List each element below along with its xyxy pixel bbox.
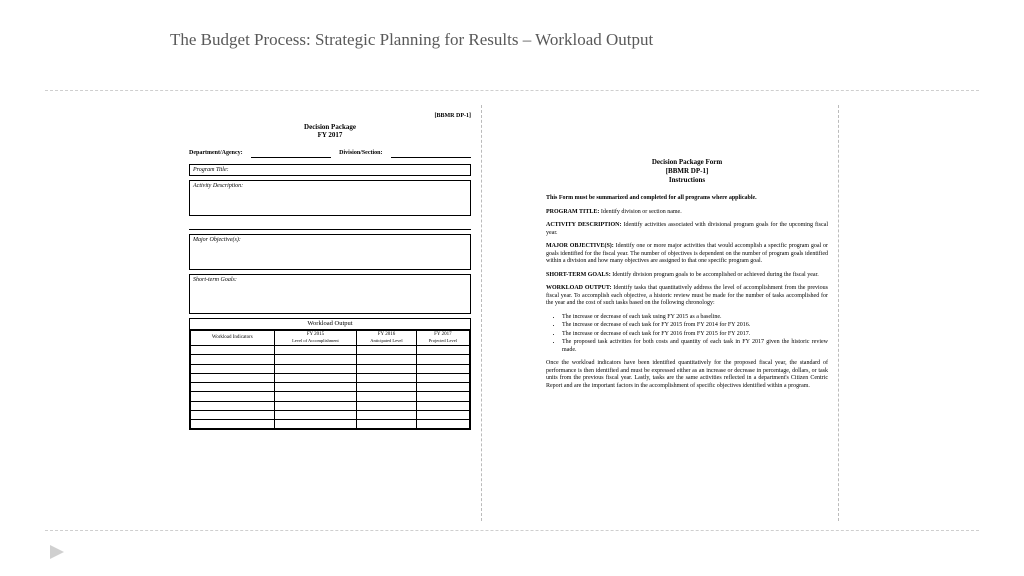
table-header-row: Workload Indicators FY 2015Level of Acco… (191, 331, 470, 346)
major-obj-label: Major Objective(s): (193, 237, 241, 243)
short-goals-box: Short-term Goals: (189, 274, 471, 314)
instr-bullet: The increase or decrease of each task fo… (562, 331, 828, 339)
instr-header-l3: Instructions (546, 176, 828, 185)
workload-section: Workload Output Workload Indicators FY 2… (189, 318, 471, 430)
instr-p5: WORKLOAD OUTPUT: Identify tasks that qua… (546, 285, 828, 308)
major-obj-box: Major Objective(s): (189, 234, 471, 270)
instr-intro: This Form must be summarized and complet… (546, 195, 828, 203)
instr-p3: MAJOR OBJECTIVE(S): Identify one or more… (546, 243, 828, 266)
table-row (191, 401, 470, 410)
activity-box: Activity Description: (189, 180, 471, 216)
col-fy2015: FY 2015Level of Accomplishment (274, 331, 357, 346)
forms-container: [BBMR DP-1] Decision Package FY 2017 Dep… (185, 105, 839, 521)
dept-label: Department/Agency: (189, 150, 243, 158)
col-fy2016: FY 2016Anticipated Level (357, 331, 417, 346)
instr-bullets: The increase or decrease of each task us… (562, 314, 828, 355)
instr-closing: Once the workload indicators have been i… (546, 360, 828, 390)
instr-p4: SHORT-TERM GOALS: Identify division prog… (546, 272, 828, 280)
instr-header-l1: Decision Package Form (546, 158, 828, 167)
activity-label: Activity Description: (193, 183, 243, 189)
instr-bullet: The increase or decrease of each task us… (562, 314, 828, 322)
form-subtitle: FY 2017 (189, 131, 471, 140)
slide-title: The Budget Process: Strategic Planning f… (170, 30, 653, 50)
instr-header: Decision Package Form [BBMR DP-1] Instru… (546, 158, 828, 185)
workload-title: Workload Output (190, 319, 470, 330)
col-indicators: Workload Indicators (191, 331, 275, 346)
dept-fill (251, 150, 332, 158)
form-page-right: Decision Package Form [BBMR DP-1] Instru… (542, 105, 839, 521)
form-title: Decision Package (189, 123, 471, 132)
table-row (191, 410, 470, 419)
instr-header-l2: [BBMR DP-1] (546, 167, 828, 176)
table-row (191, 420, 470, 429)
table-row (191, 383, 470, 392)
program-title-label: Program Title: (193, 167, 229, 173)
div-label: Division/Section: (339, 150, 382, 158)
table-row (191, 392, 470, 401)
table-row (191, 364, 470, 373)
workload-table: Workload Indicators FY 2015Level of Acco… (190, 330, 470, 429)
divider-top (45, 90, 979, 91)
table-row (191, 373, 470, 382)
short-goals-label: Short-term Goals: (193, 277, 237, 283)
instr-bullet: The proposed task activities for both co… (562, 339, 828, 354)
instr-p2: ACTIVITY DESCRIPTION: Identify activitie… (546, 222, 828, 237)
form-page-left: [BBMR DP-1] Decision Package FY 2017 Dep… (185, 105, 482, 521)
play-icon[interactable] (50, 545, 66, 559)
activity-line (189, 220, 471, 230)
divider-bottom (45, 530, 979, 531)
form-code: [BBMR DP-1] (189, 113, 471, 121)
dept-row: Department/Agency: Division/Section: (189, 150, 471, 158)
col-fy2017: FY 2017Projected Level (416, 331, 469, 346)
table-row (191, 346, 470, 355)
div-fill (391, 150, 472, 158)
table-row (191, 355, 470, 364)
instr-bullet: The increase or decrease of each task fo… (562, 322, 828, 330)
program-title-box: Program Title: (189, 164, 471, 176)
instr-p1: PROGRAM TITLE: Identify division or sect… (546, 209, 828, 217)
